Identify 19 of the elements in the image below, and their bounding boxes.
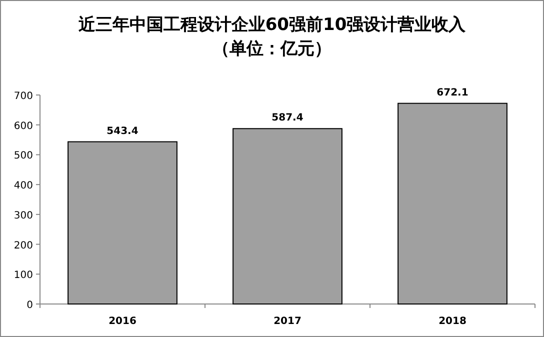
y-tick-label: 300 bbox=[14, 210, 33, 222]
data-label: 672.1 bbox=[436, 87, 468, 98]
y-tick-label: 500 bbox=[14, 150, 33, 162]
y-tick-label: 400 bbox=[14, 180, 33, 192]
x-tick-label: 2016 bbox=[108, 316, 136, 327]
data-label: 587.4 bbox=[272, 112, 304, 124]
y-tick-label: 600 bbox=[14, 120, 33, 132]
chart-title: 近三年中国工程设计企业60强前10强设计营业收入 bbox=[77, 15, 467, 35]
bar bbox=[398, 102, 508, 304]
x-tick-label: 2017 bbox=[274, 316, 302, 327]
bar bbox=[68, 141, 178, 304]
bar bbox=[232, 128, 342, 304]
x-tick-label: 2018 bbox=[438, 316, 466, 327]
chart-subtitle: （单位：亿元） bbox=[212, 39, 332, 59]
y-tick-label: 200 bbox=[14, 240, 33, 252]
data-label: 543.4 bbox=[106, 126, 138, 137]
y-tick-label: 700 bbox=[14, 91, 33, 102]
y-tick-label: 0 bbox=[26, 300, 33, 311]
y-tick-label: 100 bbox=[14, 270, 33, 282]
